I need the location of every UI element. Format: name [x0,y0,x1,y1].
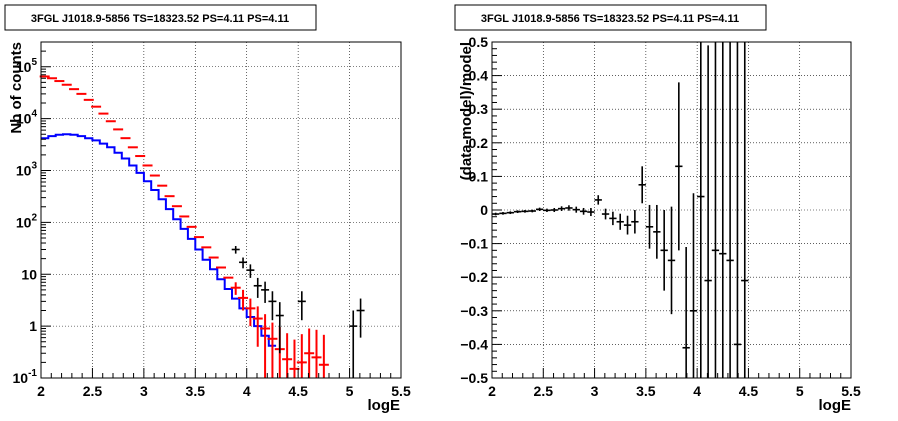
residuals-y-tick-label: 0.3 [469,101,489,117]
counts-x-tick-label: 5 [346,383,354,399]
residuals-title-box [454,4,767,31]
residuals-y-tick-label: 0.2 [469,135,489,151]
counts-title-box [4,4,317,31]
residuals-x-axis-label: logE [819,397,852,414]
residuals-y-tick-label: −0.5 [460,370,488,386]
counts-y-tick-label: 10 [21,266,37,282]
counts-y-tick-label: 1 [29,318,37,334]
counts-panel: 3FGL J1018.9-5856 TS=18323.52 PS=4.11 PS… [4,4,411,414]
counts-y-tick-label: 104 [16,109,38,127]
counts-x-tick-label: 2 [37,383,45,399]
residuals-y-tick-label: −0.2 [460,269,488,285]
residuals-y-tick-label: −0.3 [460,303,488,319]
residuals-x-tick-label: 4.5 [739,383,759,399]
residuals-y-tick-label: 0.5 [469,34,489,50]
counts-x-tick-label: 4 [243,383,251,399]
residuals-panel: 3FGL J1018.9-5856 TS=18323.52 PS=4.11 PS… [454,4,861,414]
counts-y-tick-label: 103 [16,161,38,179]
counts-x-axis-label: logE [368,397,401,414]
residuals-x-tick-label: 3.5 [636,383,656,399]
counts-plot-area: 2 2.5 3 3.5 4 4.5 5 5.5 10-1 1 10 102 103 104 105 [13,41,411,399]
counts-plot-frame [40,41,402,379]
counts-y-axis-label: Nb of counts [8,42,25,134]
residuals-y-tick-label: −0.4 [460,336,488,352]
residuals-x-tick-label: 4 [693,383,701,399]
residuals-title: 3FGL J1018.9-5856 TS=18323.52 PS=4.11 PS… [481,13,739,25]
counts-x-tick-label: 3.5 [186,383,206,399]
residuals-y-tick-label: −0.1 [460,236,488,252]
counts-plot-background [41,42,401,378]
counts-x-tick-label: 5.5 [391,383,411,399]
model-step-line [41,133,277,347]
counts-x-tick-label: 3 [140,383,148,399]
counts-title: 3FGL J1018.9-5856 TS=18323.52 PS=4.11 PS… [31,13,289,25]
counts-y-tick-label: 102 [16,212,38,230]
counts-y-tick-label: 105 [16,57,38,75]
counts-x-tick-label: 4.5 [288,383,308,399]
residuals-x-tick-label: 5.5 [841,383,861,399]
residuals-x-tick-label: 2 [488,383,496,399]
counts-y-tick-label: 10-1 [13,368,38,386]
residuals-y-tick-label: 0.4 [469,68,489,84]
residuals-x-tick-label: 5 [796,383,804,399]
residuals-y-tick-label: 0.1 [469,168,489,184]
residuals-y-tick-label: 0 [480,202,488,218]
residuals-y-axis-label: (data-model)/model [458,42,475,180]
counts-x-tick-label: 2.5 [83,383,103,399]
residuals-plot-area: 2 2.5 3 3.5 4 4.5 5 5.5 −0.5 −0.4 −0.3 −0.2 −0.1 0 0.1… [460,34,861,399]
residuals-x-tick-label: 2.5 [534,383,554,399]
residuals-x-tick-label: 3 [591,383,599,399]
